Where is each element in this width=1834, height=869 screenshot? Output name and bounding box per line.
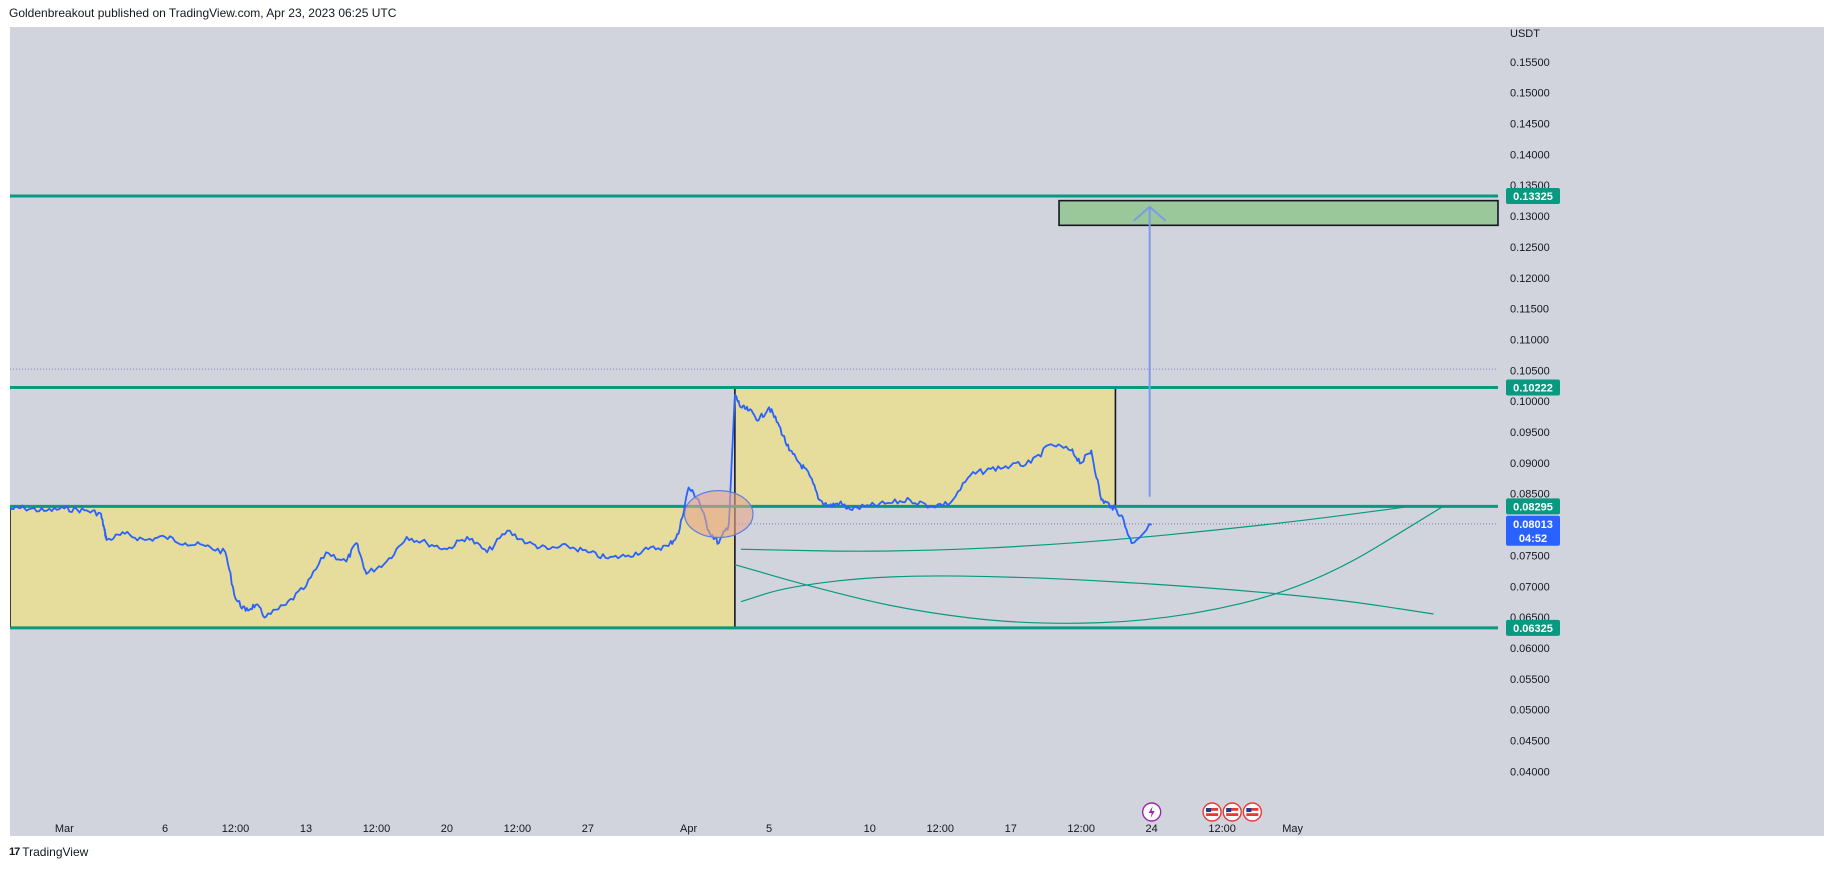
y-tick-label: 0.14500 xyxy=(1510,119,1550,131)
us-flag-stripe xyxy=(1206,810,1219,814)
event-markers xyxy=(1141,802,1263,822)
current-price-tag-bg xyxy=(1506,515,1560,546)
y-tick-label: 0.14000 xyxy=(1510,149,1550,161)
x-tick-label: 17 xyxy=(1005,823,1017,835)
y-tick-label: 0.09500 xyxy=(1510,427,1550,439)
x-tick-label: May xyxy=(1282,823,1303,835)
zone-box-1 xyxy=(734,386,1117,507)
x-tick-label: 12:00 xyxy=(504,823,532,835)
y-tick-label: 0.15500 xyxy=(1510,57,1550,69)
price-labels: 0.13325 0.10222 0.08295 0.06325 0.08013 04:52 xyxy=(1506,188,1560,636)
x-tick-label: 6 xyxy=(162,823,168,835)
level-price-tag-bg xyxy=(1506,188,1560,205)
current-price-tag: 0.08013 xyxy=(1513,519,1553,531)
y-tick-label: 0.09000 xyxy=(1510,458,1550,470)
y-tick-label: 0.15000 xyxy=(1510,88,1550,100)
zone-box-0 xyxy=(10,505,736,629)
y-tick-label: 0.10000 xyxy=(1510,396,1550,408)
breakout-circle xyxy=(683,490,754,539)
dotted-levels xyxy=(10,368,1498,525)
us-flag-canton xyxy=(1206,808,1212,812)
level-price-tag-bg xyxy=(1506,379,1560,396)
y-tick-label: 0.05000 xyxy=(1510,705,1550,717)
lightning-glyph xyxy=(1148,806,1155,818)
zone-box-2 xyxy=(1058,199,1499,227)
level-price-tag: 0.13325 xyxy=(1513,191,1553,203)
tradingview-footer: 17 TradingView xyxy=(9,845,88,859)
y-tick-label: 0.07500 xyxy=(1510,550,1550,562)
price-line-0 xyxy=(10,394,1152,619)
y-tick-label: 0.12500 xyxy=(1510,242,1550,254)
projection-curve-0 xyxy=(740,505,1414,552)
level-price-tag-bg xyxy=(1506,619,1560,636)
tradingview-logo-icon: 17 xyxy=(9,846,20,858)
level-price-tag-bg xyxy=(1506,498,1560,515)
y-axis: USDT0.155000.150000.145000.140000.135000… xyxy=(1510,28,1550,778)
x-tick-label: 12:00 xyxy=(926,823,954,835)
chart-area[interactable]: USDT 0.15500 0.15000 0.14500 0.14000 0.13500 0… xyxy=(10,27,1824,836)
tradingview-brand: TradingView xyxy=(22,845,89,859)
x-tick-label: 12:00 xyxy=(222,823,250,835)
us-flag-stripe xyxy=(1246,810,1259,814)
price-series xyxy=(10,394,1152,619)
projection-curve-1 xyxy=(740,575,1434,615)
us-flag-canton xyxy=(1226,808,1232,812)
x-tick-label: 13 xyxy=(300,823,312,835)
price-chart[interactable]: USDT0.155000.150000.145000.140000.135000… xyxy=(10,27,1824,836)
x-tick-label: 27 xyxy=(582,823,594,835)
annotations xyxy=(683,205,1167,539)
x-tick-label: 12:00 xyxy=(1067,823,1095,835)
x-tick-label: Apr xyxy=(680,823,697,835)
level-price-tag: 0.10222 xyxy=(1513,382,1553,394)
publish-header: Goldenbreakout published on TradingView.… xyxy=(9,6,397,20)
y-tick-label: 0.07000 xyxy=(1510,581,1550,593)
x-tick-label: 12:00 xyxy=(1208,823,1236,835)
x-axis: Mar 6 12:00 13 12:00 20 12:00 27 Apr 5 10 12:00 17 12… xyxy=(55,823,1304,835)
us-flag-canton xyxy=(1246,808,1252,812)
x-tick-label: 20 xyxy=(441,823,453,835)
countdown-tag: 04:52 xyxy=(1519,533,1547,545)
projection-curve-2 xyxy=(734,505,1444,624)
y-tick-label: 0.11500 xyxy=(1510,304,1549,316)
projection-curves xyxy=(734,505,1444,624)
target-arrow-head xyxy=(1133,205,1167,222)
y-tick-label: 0.04000 xyxy=(1510,766,1550,778)
y-tick-label: 0.05500 xyxy=(1510,674,1550,686)
x-tick-label: 24 xyxy=(1146,823,1158,835)
x-tick-label: Mar xyxy=(55,823,74,835)
level-price-tag: 0.06325 xyxy=(1513,623,1553,635)
us-flag-stripe xyxy=(1226,810,1239,814)
y-tick-label: 0.06000 xyxy=(1510,643,1550,655)
y-tick-label: 0.11000 xyxy=(1510,334,1549,346)
y-tick-label: 0.10500 xyxy=(1510,365,1550,377)
x-tick-label: 10 xyxy=(864,823,876,835)
horizontal-levels xyxy=(10,194,1498,630)
level-price-tag: 0.08295 xyxy=(1513,501,1553,513)
x-tick-label: 12:00 xyxy=(363,823,391,835)
y-tick-label: 0.12000 xyxy=(1510,273,1550,285)
x-tick-label: 5 xyxy=(766,823,772,835)
y-tick-label: 0.04500 xyxy=(1510,735,1550,747)
y-tick-label: 0.13000 xyxy=(1510,211,1550,223)
y-axis-currency: USDT xyxy=(1510,28,1540,40)
y-tick-label: 0.08500 xyxy=(1510,489,1550,501)
